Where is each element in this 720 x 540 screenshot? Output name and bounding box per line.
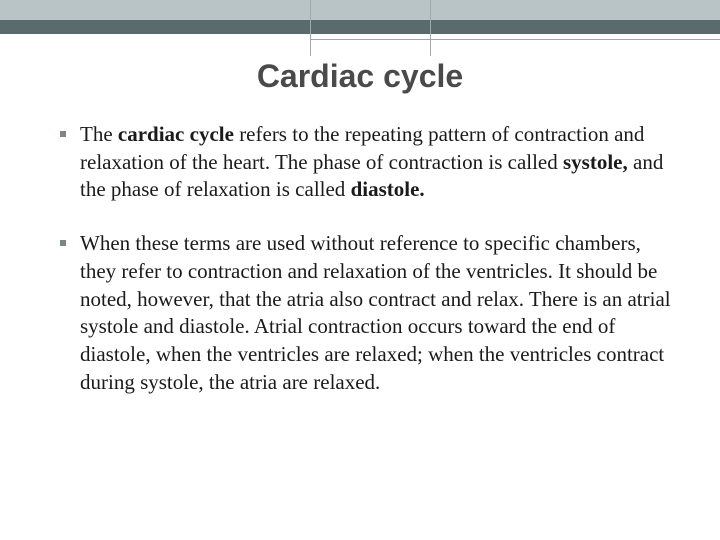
text-segment: cardiac cycle	[118, 122, 239, 146]
slide-title: Cardiac cycle	[48, 58, 672, 95]
bullet-item: When these terms are used without refere…	[60, 230, 672, 396]
text-segment: diastole.	[351, 177, 425, 201]
slide-content: Cardiac cycle The cardiac cycle refers t…	[0, 0, 720, 540]
text-segment: The	[80, 122, 118, 146]
text-segment: When these terms are used without refere…	[80, 231, 671, 394]
bullet-list: The cardiac cycle refers to the repeatin…	[48, 121, 672, 396]
bullet-item: The cardiac cycle refers to the repeatin…	[60, 121, 672, 204]
text-segment: systole,	[563, 150, 633, 174]
